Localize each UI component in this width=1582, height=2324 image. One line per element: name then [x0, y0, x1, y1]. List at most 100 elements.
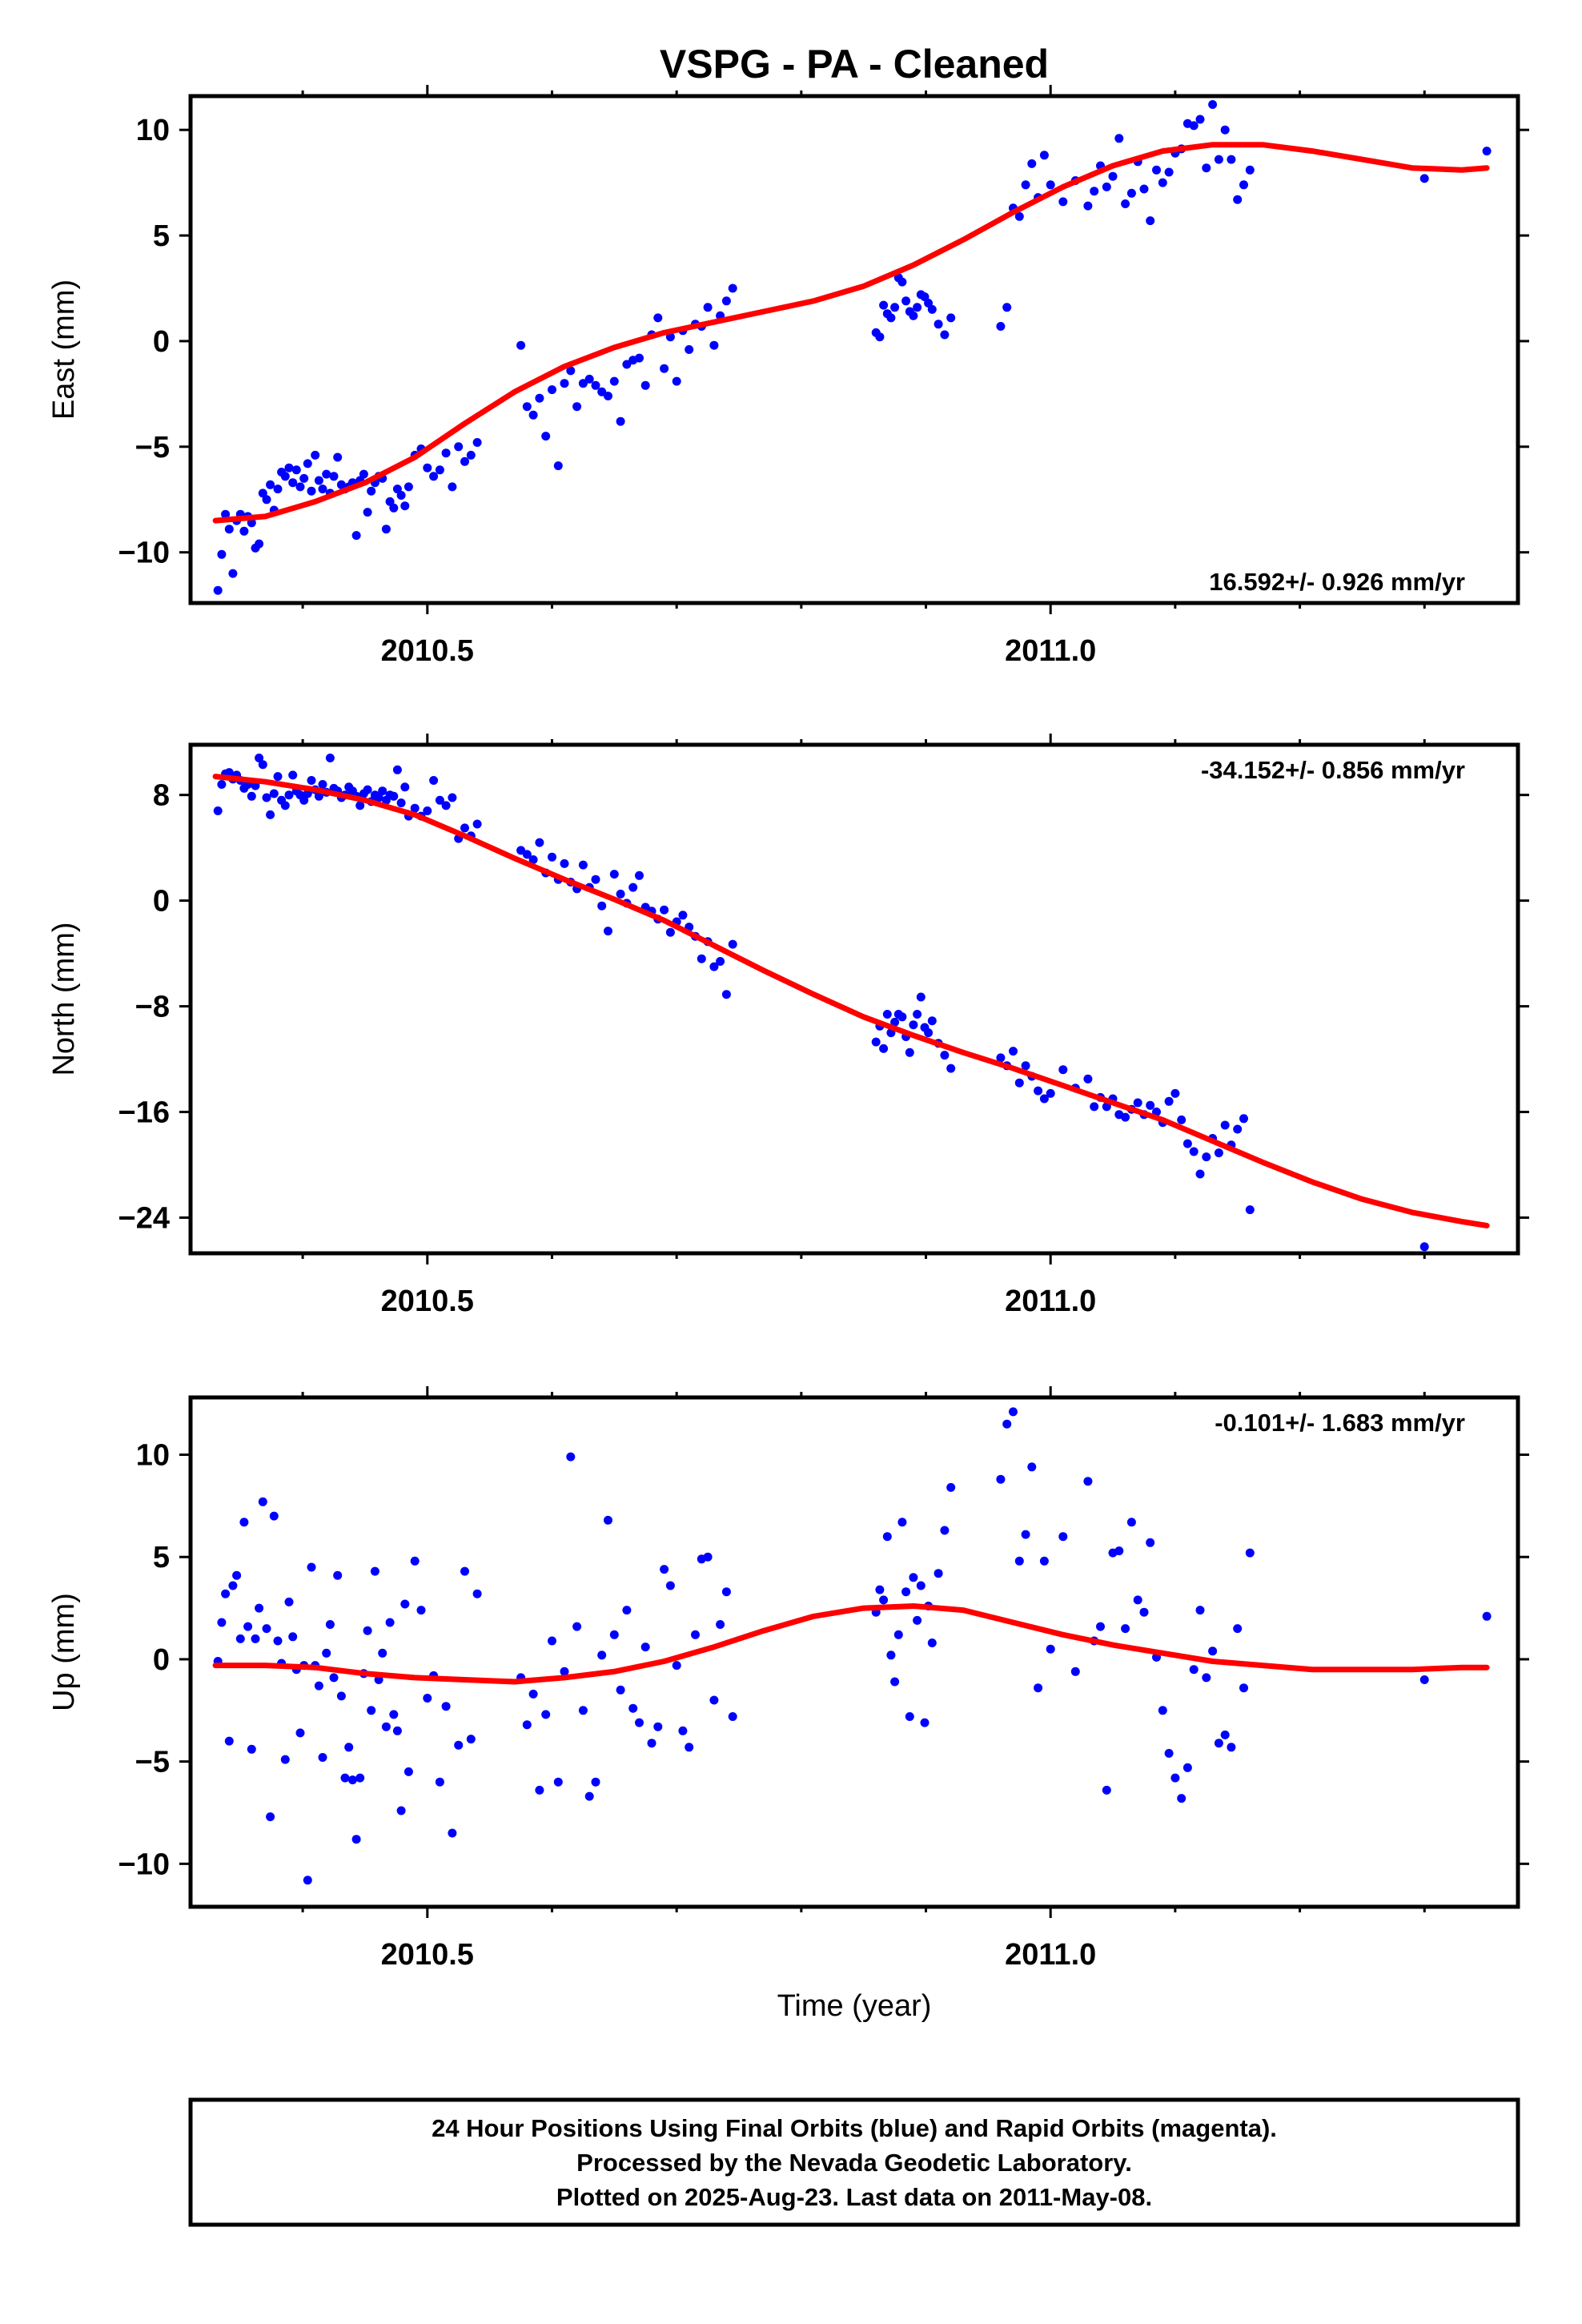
east-data-point — [255, 539, 264, 549]
east-data-point — [909, 311, 918, 320]
north-data-point — [678, 911, 688, 920]
north-data-point — [255, 754, 264, 762]
up-data-point — [897, 1518, 907, 1527]
north-data-point — [609, 870, 619, 879]
east-data-point — [1202, 163, 1211, 173]
north-data-point — [548, 852, 556, 862]
north-data-point — [448, 793, 457, 802]
north-data-point — [318, 780, 327, 789]
figure-title: VSPG - PA - Cleaned — [660, 42, 1049, 86]
up-data-point — [318, 1753, 327, 1762]
north-data-point — [616, 889, 625, 899]
up-data-point — [1046, 1644, 1055, 1654]
east-rate-label: 16.592+/- 0.926 mm/yr — [1209, 568, 1465, 596]
north-data-point — [1189, 1147, 1199, 1156]
north-y-tick-label: 0 — [153, 885, 170, 919]
north-data-point — [247, 791, 256, 801]
north-data-point — [307, 776, 316, 785]
up-data-point — [909, 1573, 918, 1582]
up-data-point — [262, 1624, 271, 1634]
north-data-point — [299, 795, 309, 805]
north-data-point — [374, 793, 383, 802]
north-data-point — [1202, 1152, 1211, 1162]
up-data-point — [916, 1581, 926, 1590]
east-data-point — [404, 482, 413, 492]
east-x-tick-label: 2010.5 — [381, 634, 474, 668]
north-data-point — [1121, 1112, 1130, 1122]
east-data-point — [609, 376, 619, 386]
east-data-point — [1108, 171, 1118, 181]
east-data-point — [913, 303, 922, 312]
north-data-point — [1182, 1139, 1192, 1148]
up-data-point — [665, 1581, 675, 1590]
up-data-point — [890, 1677, 900, 1687]
east-data-point — [1102, 182, 1111, 191]
east-data-point — [1233, 195, 1243, 204]
up-data-point — [333, 1570, 343, 1580]
up-y-tick-label: 0 — [153, 1643, 170, 1677]
north-data-point — [314, 791, 323, 801]
north-data-point — [1164, 1096, 1174, 1106]
up-data-point — [251, 1634, 260, 1643]
up-data-point — [1233, 1624, 1243, 1634]
east-data-point — [640, 380, 650, 390]
up-data-point — [266, 1812, 275, 1822]
east-data-point — [653, 313, 663, 323]
up-data-point — [1208, 1647, 1218, 1656]
north-data-point — [355, 801, 365, 810]
east-data-point — [685, 345, 694, 354]
north-data-point — [1058, 1065, 1068, 1075]
up-data-point — [1202, 1673, 1211, 1683]
east-y-tick-label: −10 — [118, 537, 170, 570]
up-data-point — [553, 1777, 563, 1787]
north-data-point — [1021, 1061, 1030, 1071]
east-data-point — [709, 340, 719, 350]
up-data-point — [314, 1681, 323, 1691]
up-data-point — [934, 1569, 943, 1578]
east-data-point — [303, 459, 312, 468]
east-data-point — [1126, 188, 1136, 198]
north-data-point — [728, 939, 737, 949]
north-data-point — [1083, 1074, 1093, 1084]
north-y-axis-label: North (mm) — [47, 922, 81, 1076]
east-data-point — [1058, 197, 1068, 207]
up-data-point — [284, 1597, 294, 1606]
east-data-point — [472, 438, 482, 447]
up-data-point — [325, 1620, 335, 1629]
north-data-point — [660, 905, 669, 915]
up-data-point — [1034, 1683, 1043, 1693]
up-y-tick-label: 5 — [153, 1541, 170, 1574]
north-data-point — [1133, 1098, 1142, 1108]
up-data-point — [721, 1587, 731, 1597]
up-data-point — [1070, 1667, 1080, 1676]
north-data-point — [909, 1020, 918, 1030]
north-data-point — [1177, 1115, 1186, 1124]
north-data-point — [871, 1037, 881, 1047]
up-data-point — [660, 1565, 669, 1574]
up-data-point — [905, 1712, 914, 1721]
north-data-point — [604, 927, 612, 936]
up-data-point — [597, 1651, 607, 1660]
north-data-point — [560, 858, 569, 868]
up-data-point — [628, 1703, 638, 1713]
east-data-point — [1220, 125, 1230, 135]
up-data-point — [1158, 1706, 1167, 1715]
up-data-point — [472, 1589, 482, 1598]
east-data-point — [924, 299, 934, 308]
east-data-point — [672, 376, 681, 386]
up-data-point — [280, 1755, 290, 1764]
x-axis-label: Time (year) — [777, 1989, 932, 2023]
east-data-point — [228, 569, 238, 578]
north-data-point — [1014, 1078, 1024, 1088]
up-data-point — [255, 1603, 264, 1613]
up-data-point — [572, 1622, 582, 1631]
east-data-point — [541, 432, 551, 441]
east-data-point — [516, 340, 526, 350]
up-data-point — [1121, 1624, 1130, 1634]
east-y-axis-label: East (mm) — [47, 279, 81, 420]
up-data-point — [1014, 1556, 1024, 1566]
east-data-point — [635, 353, 644, 363]
east-data-point — [460, 456, 469, 466]
up-frame — [188, 1395, 1520, 1909]
